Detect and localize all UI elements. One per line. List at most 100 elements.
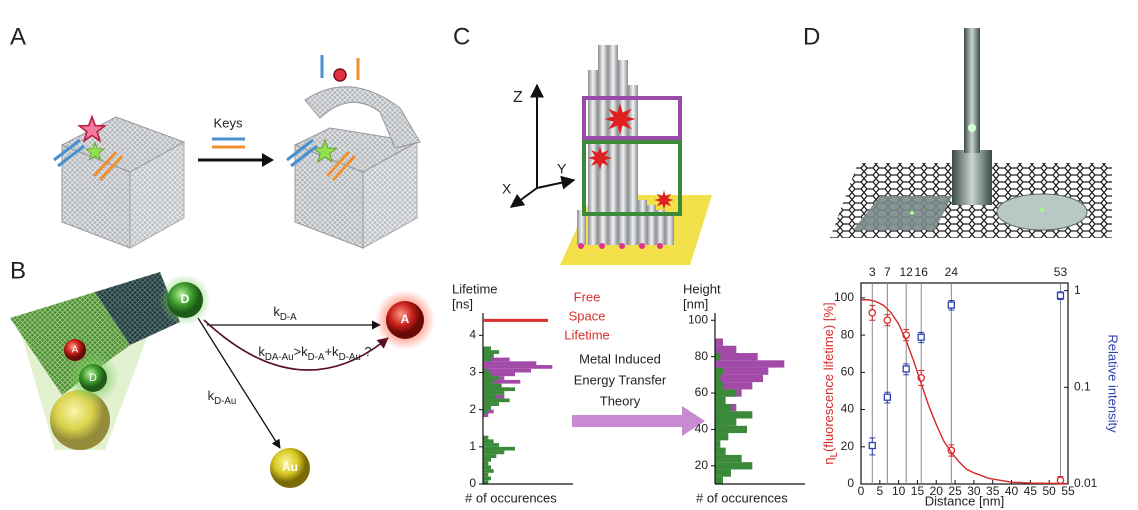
x2-tick-label: 53 — [1054, 265, 1068, 279]
figure: A B C D Keys A D — [0, 0, 1138, 510]
histogram-bar — [483, 465, 491, 469]
y-tick-label: 4 — [469, 327, 476, 341]
histogram-bar — [483, 413, 488, 417]
method-label: Energy Transfer — [574, 372, 667, 387]
x-tick-label: 45 — [1024, 484, 1038, 498]
y-tick-label: 40 — [695, 422, 709, 436]
y-tick-label: 40 — [841, 402, 855, 416]
y-tick-label: 1 — [469, 439, 476, 453]
histogram-bar — [483, 454, 496, 458]
x-tick-label: 5 — [876, 484, 883, 498]
data-point — [869, 310, 875, 316]
histogram-bar — [483, 406, 491, 410]
histogram-bar — [715, 426, 747, 433]
histogram-bar — [715, 353, 720, 360]
histogram-bar — [483, 365, 552, 369]
histogram-bar — [483, 380, 494, 384]
rate-label: kD-Au — [208, 388, 237, 406]
energy-transfer-arrows — [159, 274, 435, 488]
y-axis-label: Height — [683, 281, 721, 296]
reference-label: Free — [574, 289, 601, 304]
text-part: D-A — [280, 312, 297, 323]
x-axis-label: Distance [nm] — [925, 493, 1004, 508]
data-point — [884, 317, 890, 323]
histogram-bar — [483, 387, 515, 391]
histogram-bar — [483, 391, 504, 395]
y-axis-label: Lifetime — [452, 281, 498, 296]
text-part: (fluorescence lifetime) [%] — [821, 302, 836, 452]
y2-tick-label: 1 — [1074, 283, 1081, 297]
histogram-bar — [483, 469, 494, 473]
x-tick-label: 55 — [1061, 484, 1075, 498]
histogram-bar — [483, 369, 488, 373]
histogram-bar — [483, 436, 488, 440]
histogram-bar — [483, 372, 491, 376]
text-part: +k — [324, 344, 339, 359]
axis-letter: X — [502, 181, 512, 197]
histogram-bar — [483, 443, 499, 447]
sphere-label: D — [89, 372, 97, 384]
histogram-bar — [483, 395, 496, 399]
panel-label: C — [453, 23, 470, 50]
histogram-bar — [715, 368, 723, 375]
histogram-bar — [483, 358, 491, 362]
histogram-bar — [483, 451, 504, 455]
y-tick-label: 100 — [688, 312, 708, 326]
histogram-bar — [715, 469, 731, 476]
rate-label: kDA-Au>kD-A+kD-Au ? — [258, 344, 371, 362]
y-tick-label: 60 — [841, 365, 855, 379]
method-label: Metal Induced — [579, 351, 661, 366]
text-part: η — [821, 457, 836, 464]
reference-label: Lifetime — [564, 327, 610, 342]
x2-tick-label: 12 — [899, 265, 913, 279]
histogram-bar — [483, 350, 499, 354]
y-tick-label: 20 — [695, 458, 709, 472]
data-point — [1057, 477, 1063, 483]
text-part: ? — [361, 344, 372, 359]
y-tick-label: 20 — [841, 439, 855, 453]
x-tick-label: 40 — [1005, 484, 1019, 498]
sphere-label: D — [181, 292, 190, 306]
text-part: DA-Au — [265, 352, 294, 363]
histogram-bar — [715, 360, 784, 367]
nanotube-illustration — [511, 45, 712, 265]
histogram-bar — [715, 382, 723, 389]
y-axis-label: [ns] — [452, 296, 473, 311]
closed-origami-box — [54, 117, 184, 248]
data-point — [869, 443, 875, 449]
y-tick-label: 3 — [469, 365, 476, 379]
histogram-bar — [483, 462, 488, 466]
panel-label: A — [10, 23, 26, 50]
reference-label: Space — [569, 308, 606, 323]
x-tick-label: 10 — [892, 484, 906, 498]
x-tick-label: 0 — [858, 484, 865, 498]
axis-letter: Z — [513, 89, 523, 106]
y-tick-label: 80 — [695, 349, 709, 363]
histogram-bar — [483, 384, 502, 388]
y2-tick-label: 0.1 — [1074, 379, 1091, 393]
sphere-label: Au — [282, 460, 298, 474]
data-point — [1057, 293, 1063, 299]
rate-label: kD-A — [273, 304, 297, 322]
histogram-bar — [715, 419, 736, 426]
text-part: D-Au — [339, 352, 361, 363]
open-origami-box — [287, 55, 420, 248]
histogram-bar — [715, 448, 726, 455]
text-part: D-A — [308, 352, 325, 363]
y2-tick-label: 0.01 — [1074, 476, 1098, 490]
histogram-bar — [483, 402, 499, 406]
x-tick-label: 50 — [1043, 484, 1057, 498]
key-arrow — [198, 139, 274, 167]
x-axis-label: # of occurences — [465, 490, 557, 505]
text-part: D-Au — [214, 396, 236, 407]
x-tick-label: 15 — [911, 484, 925, 498]
histogram-bar — [483, 361, 536, 365]
histogram-bar — [715, 375, 763, 382]
method-label: Theory — [600, 393, 641, 408]
surface-illustration — [10, 272, 180, 450]
x2-tick-label: 24 — [945, 265, 959, 279]
histogram-bar — [715, 375, 720, 382]
graphene-illustration — [830, 28, 1112, 238]
y-tick-label: 0 — [469, 476, 476, 490]
histogram-bar — [483, 346, 491, 350]
